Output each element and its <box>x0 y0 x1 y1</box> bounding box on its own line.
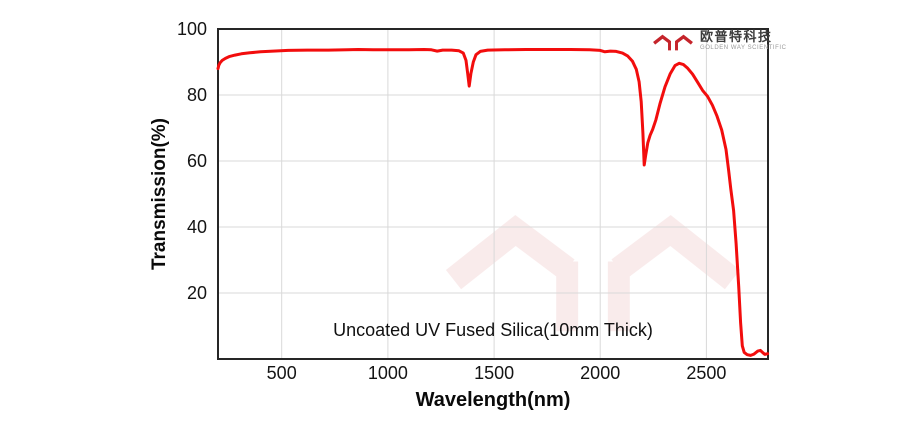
golden-way-logo-icon <box>652 35 694 52</box>
chart-title: Uncoated UV Fused Silica(10mm Thick) <box>333 320 653 340</box>
gridlines <box>218 28 768 359</box>
y-tick-label: 80 <box>187 85 207 105</box>
brand-name-en: GOLDEN WAY SCIENTIFIC <box>700 45 787 51</box>
transmission-curve-path <box>216 48 770 357</box>
x-tick-label: 1000 <box>368 363 408 383</box>
x-tick-label: 500 <box>267 363 297 383</box>
y-axis-title: Transmission(%) <box>149 117 170 271</box>
brand-name-cn: 欧普特科技 <box>700 29 773 44</box>
logo-watermark-icon <box>454 231 733 332</box>
y-tick-label: 20 <box>187 283 207 303</box>
y-tick-label: 60 <box>187 151 207 171</box>
y-tick-label: 40 <box>187 217 207 237</box>
x-tick-label: 2500 <box>686 363 726 383</box>
x-tick-label: 1500 <box>474 363 514 383</box>
y-tick-label: 100 <box>177 19 207 39</box>
brand-logo: 欧普特科技 GOLDEN WAY SCIENTIFIC <box>652 30 786 52</box>
x-axis-title: Wavelength(nm) <box>415 389 571 411</box>
plot-border-box <box>217 28 769 360</box>
x-tick-label: 2000 <box>580 363 620 383</box>
brand-text-block: 欧普特科技 GOLDEN WAY SCIENTIFIC <box>700 30 786 51</box>
transmission-curve <box>216 48 770 357</box>
axis-tick-labels: 500 1000 1500 2000 2500 20 40 60 80 100 <box>177 19 726 383</box>
plot-border <box>217 28 769 360</box>
